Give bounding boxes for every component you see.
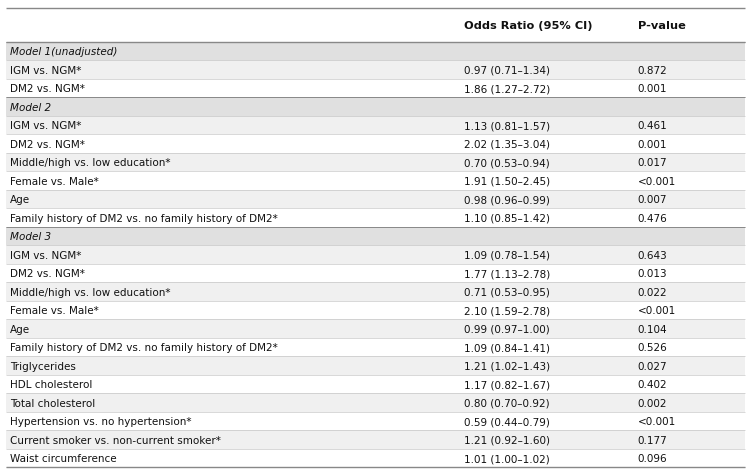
Text: <0.001: <0.001: [638, 306, 676, 316]
Text: 0.002: 0.002: [638, 398, 668, 408]
Text: Current smoker vs. non-current smoker*: Current smoker vs. non-current smoker*: [10, 435, 221, 445]
Text: DM2 vs. NGM*: DM2 vs. NGM*: [10, 268, 85, 278]
Text: 1.09 (0.78–1.54): 1.09 (0.78–1.54): [464, 250, 550, 260]
Text: P-value: P-value: [638, 21, 686, 30]
Text: Female vs. Male*: Female vs. Male*: [10, 176, 98, 186]
Text: 0.70 (0.53–0.94): 0.70 (0.53–0.94): [464, 158, 550, 168]
Text: 0.001: 0.001: [638, 84, 668, 94]
Text: Family history of DM2 vs. no family history of DM2*: Family history of DM2 vs. no family hist…: [10, 213, 278, 223]
Text: 1.17 (0.82–1.67): 1.17 (0.82–1.67): [464, 379, 550, 389]
Bar: [6, 117, 745, 135]
Text: Model 3: Model 3: [10, 232, 51, 242]
Bar: [6, 430, 745, 449]
Text: 0.71 (0.53–0.95): 0.71 (0.53–0.95): [464, 287, 550, 297]
Text: <0.001: <0.001: [638, 416, 676, 426]
Text: 0.001: 0.001: [638, 139, 668, 149]
Text: 0.027: 0.027: [638, 361, 668, 371]
Text: Waist circumference: Waist circumference: [10, 453, 116, 463]
Bar: [6, 209, 745, 228]
Bar: [6, 375, 745, 394]
Text: Model 1(unadjusted): Model 1(unadjusted): [10, 47, 117, 57]
Text: 2.02 (1.35–3.04): 2.02 (1.35–3.04): [464, 139, 550, 149]
Text: 1.21 (0.92–1.60): 1.21 (0.92–1.60): [464, 435, 550, 445]
Bar: [6, 80, 745, 98]
Bar: [6, 283, 745, 301]
Bar: [6, 9, 745, 43]
Text: 0.99 (0.97–1.00): 0.99 (0.97–1.00): [464, 324, 550, 334]
Bar: [6, 43, 745, 61]
Text: 0.461: 0.461: [638, 121, 668, 131]
Text: 0.402: 0.402: [638, 379, 668, 389]
Text: 1.21 (1.02–1.43): 1.21 (1.02–1.43): [464, 361, 550, 371]
Text: Model 2: Model 2: [10, 102, 51, 112]
Text: Age: Age: [10, 195, 30, 205]
Text: 0.872: 0.872: [638, 66, 668, 76]
Text: 1.86 (1.27–2.72): 1.86 (1.27–2.72): [464, 84, 550, 94]
Text: Middle/high vs. low education*: Middle/high vs. low education*: [10, 158, 170, 168]
Bar: [6, 228, 745, 246]
Text: 0.80 (0.70–0.92): 0.80 (0.70–0.92): [464, 398, 550, 408]
Text: Total cholesterol: Total cholesterol: [10, 398, 95, 408]
Text: Triglycerides: Triglycerides: [10, 361, 76, 371]
Text: 0.017: 0.017: [638, 158, 668, 168]
Text: 0.643: 0.643: [638, 250, 668, 260]
Text: 0.022: 0.022: [638, 287, 668, 297]
Text: Odds Ratio (95% CI): Odds Ratio (95% CI): [464, 21, 593, 30]
Bar: [6, 135, 745, 154]
Text: IGM vs. NGM*: IGM vs. NGM*: [10, 121, 81, 131]
Text: Female vs. Male*: Female vs. Male*: [10, 306, 98, 316]
Text: 0.007: 0.007: [638, 195, 668, 205]
Text: 1.77 (1.13–2.78): 1.77 (1.13–2.78): [464, 268, 550, 278]
Bar: [6, 172, 745, 190]
Bar: [6, 154, 745, 172]
Text: 0.526: 0.526: [638, 342, 668, 352]
Text: <0.001: <0.001: [638, 176, 676, 186]
Text: 0.476: 0.476: [638, 213, 668, 223]
Bar: [6, 61, 745, 80]
Bar: [6, 98, 745, 117]
Text: HDL cholesterol: HDL cholesterol: [10, 379, 92, 389]
Text: 0.59 (0.44–0.79): 0.59 (0.44–0.79): [464, 416, 550, 426]
Text: 0.104: 0.104: [638, 324, 668, 334]
Text: 1.09 (0.84–1.41): 1.09 (0.84–1.41): [464, 342, 550, 352]
Text: Family history of DM2 vs. no family history of DM2*: Family history of DM2 vs. no family hist…: [10, 342, 278, 352]
Bar: [6, 246, 745, 264]
Bar: [6, 320, 745, 338]
Text: 1.01 (1.00–1.02): 1.01 (1.00–1.02): [464, 453, 550, 463]
Text: Age: Age: [10, 324, 30, 334]
Bar: [6, 412, 745, 430]
Text: 0.177: 0.177: [638, 435, 668, 445]
Bar: [6, 357, 745, 375]
Text: 0.97 (0.71–1.34): 0.97 (0.71–1.34): [464, 66, 550, 76]
Text: DM2 vs. NGM*: DM2 vs. NGM*: [10, 139, 85, 149]
Text: 0.013: 0.013: [638, 268, 668, 278]
Text: Hypertension vs. no hypertension*: Hypertension vs. no hypertension*: [10, 416, 192, 426]
Text: IGM vs. NGM*: IGM vs. NGM*: [10, 66, 81, 76]
Bar: [6, 394, 745, 412]
Text: 1.13 (0.81–1.57): 1.13 (0.81–1.57): [464, 121, 550, 131]
Text: Middle/high vs. low education*: Middle/high vs. low education*: [10, 287, 170, 297]
Text: 1.91 (1.50–2.45): 1.91 (1.50–2.45): [464, 176, 550, 186]
Text: 0.096: 0.096: [638, 453, 668, 463]
Bar: [6, 449, 745, 467]
Bar: [6, 264, 745, 283]
Bar: [6, 338, 745, 357]
Bar: [6, 190, 745, 209]
Text: 0.98 (0.96–0.99): 0.98 (0.96–0.99): [464, 195, 550, 205]
Text: 2.10 (1.59–2.78): 2.10 (1.59–2.78): [464, 306, 550, 316]
Text: IGM vs. NGM*: IGM vs. NGM*: [10, 250, 81, 260]
Bar: [6, 301, 745, 320]
Text: 1.10 (0.85–1.42): 1.10 (0.85–1.42): [464, 213, 550, 223]
Text: DM2 vs. NGM*: DM2 vs. NGM*: [10, 84, 85, 94]
